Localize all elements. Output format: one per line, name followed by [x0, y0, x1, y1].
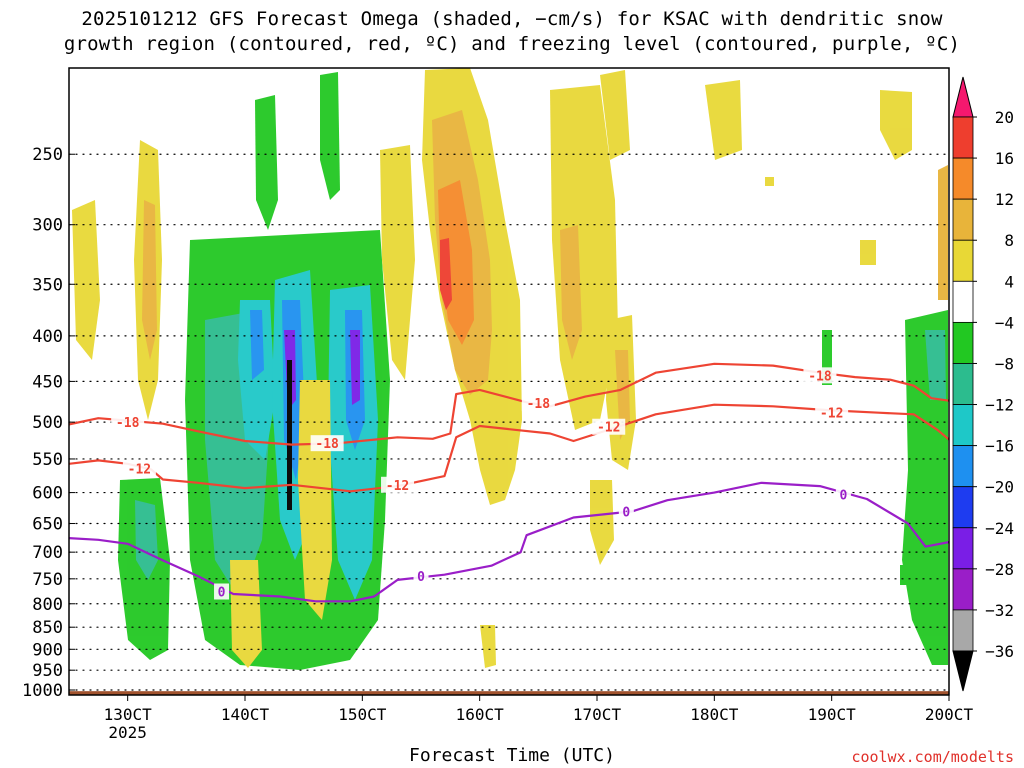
ground-surface — [69, 691, 949, 695]
y-tick-label: 700 — [32, 543, 63, 563]
dgz-bottom-label: -12 — [820, 407, 843, 422]
x-tick-label: 140CT — [221, 705, 270, 724]
dgz-bottom-label: -12 — [128, 463, 151, 478]
pressure-gridlines — [68, 153, 950, 691]
chart-title-line2: growth region (contoured, red, ºC) and f… — [63, 33, 961, 55]
colorbar-label: 20 — [995, 108, 1014, 127]
x-tick-label: 160CT — [456, 705, 505, 724]
omega-shade-14oct-convection — [185, 72, 390, 670]
y-tick-label: 550 — [32, 450, 63, 470]
x-tick-label: 190CT — [808, 705, 857, 724]
colorbar-swatch — [952, 321, 974, 364]
dgz-bottom-label: -12 — [386, 479, 409, 494]
omega-shade-20oct — [822, 90, 948, 665]
colorbar-swatch — [952, 198, 974, 241]
colorbar-label: −4 — [995, 313, 1014, 332]
colorbar-top-arrow — [952, 76, 974, 118]
dgz-top-label-bg — [803, 367, 837, 384]
chart-title-line1: 2025101212 GFS Forecast Omega (shaded, −… — [81, 8, 943, 30]
omega-colorbar: 20 16 12 8 4 −4 −8 −12 −16 −20 −24 −28 −32 −36 — [952, 76, 1014, 692]
y-tick-label: 250 — [32, 145, 63, 165]
colorbar-swatch — [952, 404, 974, 447]
colorbar-swatch — [952, 445, 974, 488]
colorbar-label: −28 — [985, 560, 1014, 579]
colorbar-label: 16 — [995, 149, 1014, 168]
dgz-top-label: -18 — [315, 437, 339, 452]
colorbar-swatch — [952, 239, 974, 282]
freezing-level-line — [69, 481, 949, 603]
colorbar-swatch — [952, 486, 974, 529]
colorbar-label: −20 — [985, 478, 1014, 497]
omega-shade-16oct-band — [422, 68, 522, 505]
y-tick-label: 450 — [32, 372, 63, 392]
x-tick-label: 170CT — [573, 705, 622, 724]
y-tick-label: 500 — [32, 413, 63, 433]
y-tick-label: 600 — [32, 484, 63, 504]
y-tick-label: 1000 — [22, 681, 63, 701]
freezing-level-label-bg — [618, 503, 634, 520]
colorbar-swatch — [952, 157, 974, 200]
x-tick-sublabel: 2025 — [108, 723, 147, 742]
dgz-top-label: -18 — [808, 369, 832, 384]
y-tick-label: 400 — [32, 327, 63, 347]
freezing-level-label-bg — [835, 486, 851, 503]
colorbar-label: −32 — [985, 601, 1014, 620]
freezing-level-label: 0 — [622, 505, 630, 520]
dgz-bottom-label-bg — [815, 404, 849, 421]
colorbar-bottom-arrow — [952, 650, 974, 692]
colorbar-label: −16 — [985, 437, 1014, 456]
temperature-contours: -18 -18 -18 -18 -12 -12 -12 -12 0 0 0 0 — [69, 362, 949, 603]
x-tick-label: 180CT — [690, 705, 739, 724]
colorbar-label: −12 — [985, 396, 1014, 415]
y-tick-label: 850 — [32, 618, 63, 638]
dgz-top-label-bg — [521, 395, 555, 412]
colorbar-swatch — [952, 568, 974, 611]
freezing-level-label-bg — [413, 568, 429, 585]
y-tick-label: 800 — [32, 595, 63, 615]
freezing-level-label-bg — [214, 583, 230, 600]
omega-shade-misc — [380, 80, 876, 668]
dgz-top-line — [69, 362, 949, 446]
y-tick-label: 650 — [32, 515, 63, 535]
colorbar-label: 8 — [1004, 231, 1014, 250]
omega-shade-17oct — [550, 70, 636, 565]
freezing-level-label: 0 — [218, 585, 226, 600]
colorbar-label: −36 — [985, 642, 1014, 661]
colorbar-label: 12 — [995, 190, 1014, 209]
y-tick-label: 300 — [32, 216, 63, 236]
x-tick-label: 200CT — [925, 705, 974, 724]
colorbar-swatch — [952, 280, 974, 323]
dgz-bottom-label: -12 — [597, 421, 620, 436]
x-axis-label: Forecast Time (UTC) — [409, 745, 615, 766]
colorbar-swatch — [952, 609, 974, 652]
omega-shade-13oct — [72, 140, 170, 660]
dgz-top-label-bg — [310, 435, 344, 452]
y-tick-label: 900 — [32, 640, 63, 660]
y-axis: 2503003504004505005506006507007508008509… — [22, 145, 75, 701]
dgz-bottom-label-bg — [592, 418, 626, 435]
colorbar-swatch — [952, 116, 974, 159]
colorbar-swatch — [952, 527, 974, 570]
site-credit: coolwx.com/modelts — [851, 748, 1014, 766]
y-tick-label: 750 — [32, 570, 63, 590]
x-tick-label: 150CT — [338, 705, 387, 724]
ground-band — [69, 691, 949, 695]
y-tick-label: 950 — [32, 661, 63, 681]
freezing-level-label: 0 — [417, 570, 425, 585]
dgz-top-label: -18 — [527, 397, 551, 412]
dgz-top-label-bg — [111, 414, 145, 431]
dgz-bottom-label-bg — [122, 460, 156, 477]
dgz-bottom-label-bg — [381, 476, 415, 493]
colorbar-label: −8 — [995, 354, 1014, 373]
omega-shading — [72, 68, 948, 670]
y-tick-label: 350 — [32, 275, 63, 295]
colorbar-label: −24 — [985, 519, 1014, 538]
freezing-level-label: 0 — [839, 489, 847, 504]
colorbar-label: 4 — [1004, 272, 1014, 291]
colorbar-swatch — [952, 363, 974, 405]
dgz-top-label: -18 — [116, 416, 140, 431]
x-tick-label: 130CT — [104, 705, 153, 724]
